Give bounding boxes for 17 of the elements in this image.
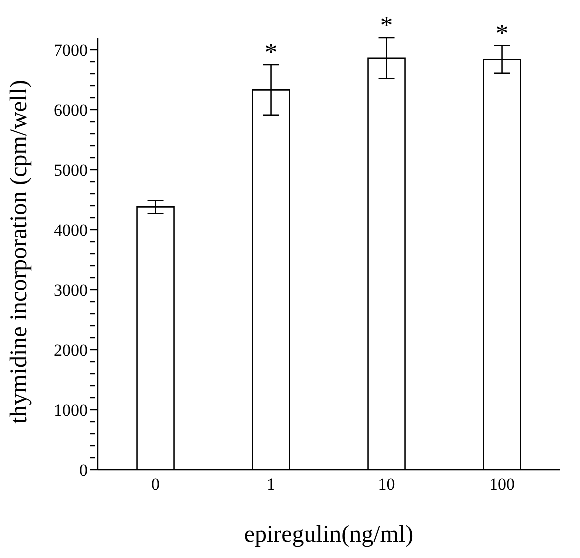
y-tick-label: 3000 (54, 280, 88, 300)
annotation: * (496, 18, 509, 48)
annotation: * (380, 11, 394, 40)
x-tick-label: 1 (267, 475, 276, 494)
y-tick-label: 6000 (54, 100, 88, 120)
y-tick-label: 0 (80, 460, 88, 480)
y-tick-label: 4000 (54, 220, 88, 240)
x-tick-label: 10 (378, 475, 396, 494)
x-axis-title: epiregulin(ng/ml) (244, 522, 414, 548)
y-axis-title: thymidine incorporation (cpm/well) (6, 80, 33, 424)
x-tick-label: 100 (490, 475, 515, 494)
y-tick-label: 5000 (54, 160, 88, 180)
y-tick-label: 2000 (54, 340, 88, 360)
y-tick-label: 7000 (54, 40, 88, 60)
x-tick-label: 0 (152, 475, 160, 494)
y-tick-label: 1000 (54, 400, 88, 420)
annotation: * (264, 38, 278, 67)
